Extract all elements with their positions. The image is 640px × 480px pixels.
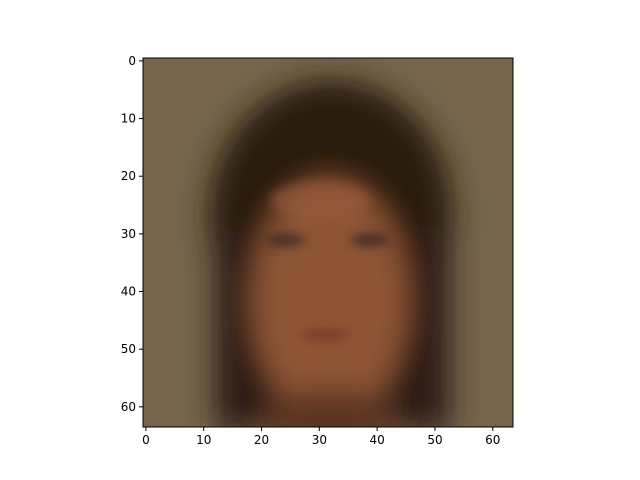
y-tick-label: 50 <box>121 342 136 356</box>
x-tick-label: 10 <box>196 433 211 447</box>
y-tick-label: 30 <box>121 227 136 241</box>
y-tick-label: 40 <box>121 285 136 299</box>
x-tick-label: 0 <box>142 433 150 447</box>
y-tick-label: 10 <box>121 112 136 126</box>
axes-frame <box>142 57 514 428</box>
x-tick-label: 50 <box>427 433 442 447</box>
x-tick-label: 30 <box>312 433 327 447</box>
y-tick-label: 20 <box>121 169 136 183</box>
y-tick-label: 0 <box>128 54 136 68</box>
x-tick-label: 20 <box>254 433 269 447</box>
image <box>143 58 513 427</box>
x-tick-label: 40 <box>370 433 385 447</box>
x-tick-label: 60 <box>485 433 500 447</box>
y-tick-label: 60 <box>121 400 136 414</box>
